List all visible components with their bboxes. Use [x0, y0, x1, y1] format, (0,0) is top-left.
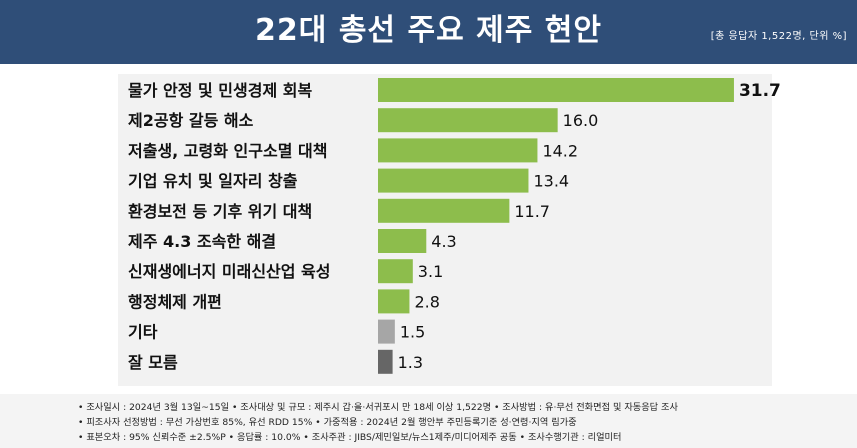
category-label: 신재생에너지 미래신산업 육성 [128, 262, 331, 281]
category-row-background [122, 229, 378, 253]
category-row-background [122, 349, 378, 374]
bar [378, 78, 734, 102]
category-label: 환경보전 등 기후 위기 대책 [128, 202, 312, 221]
footnote-line-3: • 표본오차 : 95% 신뢰수준 ±2.5%P • 응답률 : 10.0% •… [78, 432, 622, 443]
category-row-background [122, 289, 378, 314]
bar [378, 138, 538, 163]
footnote-line-1: • 조사일시 : 2024년 3월 13일~15일 • 조사대상 및 규모 : … [78, 402, 678, 413]
bar-chart: 물가 안정 및 민생경제 회복 31.7 제2공항 갈등 해소 16.0 저출생, 고령… [122, 78, 781, 374]
bar [378, 198, 510, 223]
category-row-background [122, 138, 378, 163]
category-row-background [122, 259, 378, 284]
bar [378, 349, 393, 374]
category-label: 물가 안정 및 민생경제 회복 [128, 81, 312, 100]
value-label: 3.1 [418, 262, 443, 281]
bar [378, 108, 558, 133]
value-label: 31.7 [739, 81, 781, 101]
category-row-background [122, 198, 378, 223]
category-label: 제2공항 갈등 해소 [128, 111, 254, 130]
value-label: 2.8 [414, 292, 439, 311]
category-row-background [122, 78, 378, 102]
value-label: 16.0 [563, 111, 599, 130]
value-label: 1.3 [398, 353, 423, 372]
value-label: 14.2 [542, 141, 578, 160]
value-label: 11.7 [514, 202, 550, 221]
category-row-background [122, 319, 378, 344]
bar [378, 229, 427, 253]
value-label: 1.5 [400, 323, 425, 342]
category-label: 행정체제 개편 [128, 292, 222, 311]
chart-title: 22대 총선 주요 제주 현안 [255, 13, 602, 48]
bar [378, 289, 410, 314]
category-label: 잘 모름 [128, 353, 178, 372]
bar [378, 259, 413, 284]
bar [378, 168, 529, 193]
category-label: 기타 [128, 323, 158, 342]
footnote-line-2: • 피조사자 선정방법 : 무선 가상번호 85%, 유선 RDD 15% • … [78, 417, 577, 428]
survey-footnotes: • 조사일시 : 2024년 3월 13일~15일 • 조사대상 및 규모 : … [0, 394, 857, 448]
value-label: 13.4 [533, 172, 569, 191]
category-label: 저출생, 고령화 인구소멸 대책 [128, 141, 327, 160]
value-label: 4.3 [431, 232, 456, 251]
category-label: 기업 유치 및 일자리 창출 [128, 172, 298, 191]
respondent-info: [총 응답자 1,522명, 단위 %] [710, 31, 847, 42]
category-label: 제주 4.3 조속한 해결 [128, 232, 276, 251]
category-row-background [122, 108, 378, 133]
category-row-background [122, 168, 378, 193]
bar [378, 319, 395, 344]
title-banner: 22대 총선 주요 제주 현안 [총 응답자 1,522명, 단위 %] [0, 0, 857, 64]
